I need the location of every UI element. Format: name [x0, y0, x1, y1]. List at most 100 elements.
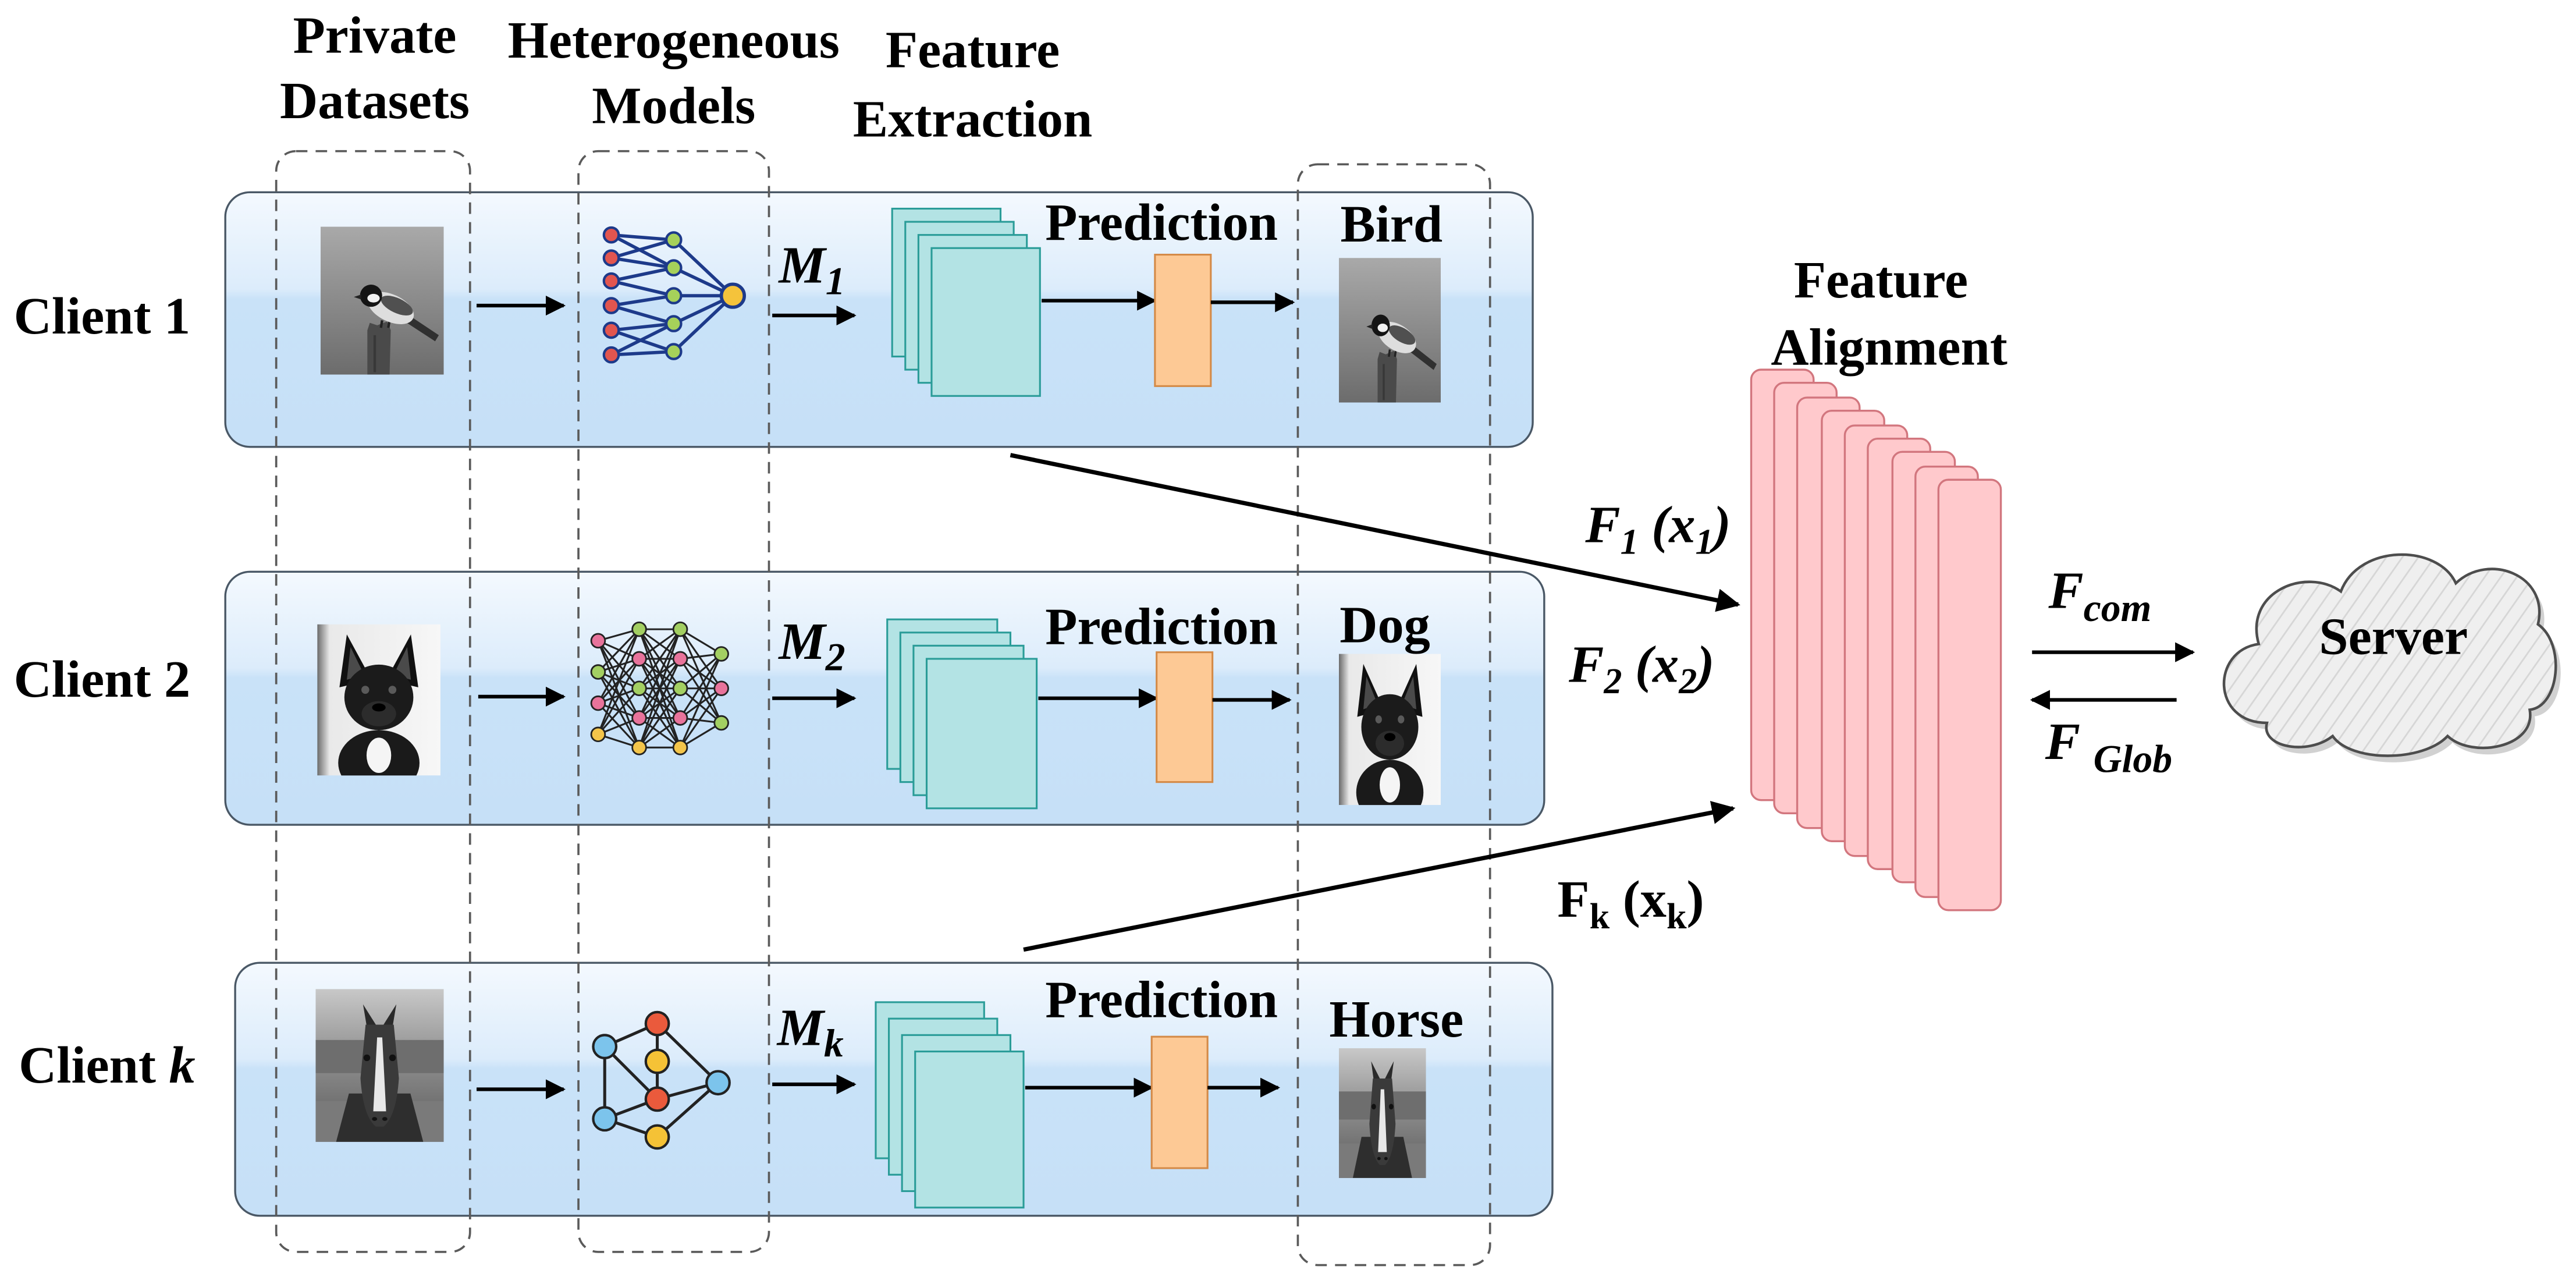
- dog-result-photo: [1339, 654, 1441, 806]
- network-node: [665, 259, 683, 276]
- network-edge: [679, 629, 722, 689]
- dog-result-label: Dog: [1339, 596, 1430, 654]
- feature-k-label: Fk (xk): [1557, 870, 1704, 936]
- model-symbol: M: [777, 236, 827, 295]
- network-edge: [610, 322, 675, 357]
- network-edge: [611, 322, 674, 332]
- network-edge: [656, 1081, 719, 1138]
- network-edge: [610, 238, 674, 260]
- network-node: [672, 651, 688, 667]
- model-2-label: M2: [777, 612, 845, 679]
- client-1-prediction-label: Prediction: [1045, 193, 1278, 251]
- network-edge: [597, 629, 640, 735]
- network-node: [665, 343, 683, 360]
- network-edge: [611, 256, 674, 269]
- network-node: [602, 272, 620, 290]
- client-2-classifier: [1156, 651, 1214, 783]
- horse-photo: [315, 989, 444, 1142]
- feature-map: [930, 247, 1041, 397]
- upload-feature-label: Fcom: [2048, 561, 2151, 630]
- network-node: [705, 1070, 731, 1096]
- network-node: [631, 740, 647, 755]
- model-k-label: Mk: [776, 998, 844, 1065]
- network-edge: [679, 653, 723, 748]
- client-k-label: Client k: [19, 1036, 196, 1094]
- feature-input: (x: [1651, 496, 1695, 554]
- network-node: [631, 651, 647, 667]
- network-node: [713, 715, 729, 731]
- heterogeneous-models-header-line1: Heterogeneous: [508, 11, 840, 69]
- network-edge: [610, 266, 674, 283]
- network-node: [719, 282, 746, 309]
- network-edge: [680, 628, 722, 655]
- feature-input-index: k: [1667, 897, 1687, 936]
- network-edge: [672, 239, 734, 297]
- network-edge: [638, 687, 681, 748]
- model-symbol: M: [776, 998, 826, 1056]
- network-node: [665, 287, 683, 304]
- client-k-prediction-label: Prediction: [1045, 970, 1278, 1028]
- network-edge: [638, 628, 681, 660]
- network-node: [713, 680, 729, 697]
- network-edge: [656, 1022, 719, 1084]
- network-node: [590, 664, 606, 680]
- server-label: Server: [2319, 607, 2468, 665]
- network-node: [665, 315, 683, 332]
- client-k-classifier: [1150, 1035, 1209, 1169]
- feature-close: ): [1687, 870, 1704, 928]
- network-node: [644, 1048, 670, 1074]
- network-edge: [638, 717, 681, 748]
- feature-extraction-header-line1: Feature: [886, 21, 1060, 79]
- feature-index: 1: [1621, 522, 1639, 562]
- network-edge: [638, 629, 681, 719]
- network-edge: [597, 629, 640, 704]
- feature-alignment-label-line1: Feature: [1794, 251, 1968, 309]
- model-1-label: M1: [777, 236, 845, 303]
- network-node: [672, 710, 688, 726]
- network-edge: [611, 294, 674, 307]
- client-k-feature-upload-arrow: [1023, 801, 1736, 952]
- upload-subscript: com: [2084, 586, 2152, 630]
- feature-index: 2: [1603, 662, 1622, 701]
- client-2-prediction-label: Prediction: [1045, 598, 1278, 656]
- network-edge: [680, 687, 722, 724]
- network-node: [713, 646, 729, 662]
- network-node: [631, 710, 647, 726]
- network-edge: [672, 295, 734, 353]
- network-edge: [611, 350, 674, 357]
- client-1-label: Client 1: [14, 287, 191, 345]
- download-symbol: F: [2045, 712, 2080, 771]
- feature-2-label: F2 (x2): [1568, 635, 1714, 701]
- network-node: [590, 633, 606, 649]
- horse-result-label: Horse: [1329, 990, 1463, 1048]
- cloud-shape: [2222, 553, 2557, 757]
- upload-symbol: F: [2048, 561, 2083, 619]
- network-edge: [597, 687, 640, 735]
- network-edge: [597, 658, 640, 735]
- feature-input-index: 2: [1678, 662, 1697, 701]
- network-node: [590, 695, 606, 711]
- heterogeneous-models-header-line2: Models: [592, 77, 755, 135]
- client-label-text: Client: [14, 287, 151, 345]
- model-index: 2: [825, 636, 845, 679]
- network-node: [631, 680, 647, 697]
- network-node: [672, 621, 688, 637]
- private-datasets-header-line1: Private: [293, 6, 457, 64]
- feature-close: ): [1693, 635, 1714, 693]
- network-edge: [610, 279, 674, 297]
- model-index: 1: [826, 259, 845, 303]
- network-edge: [638, 658, 681, 748]
- download-subscript: Glob: [2094, 737, 2172, 781]
- server-cloud-icon: [2222, 553, 2561, 762]
- bird-photo: [321, 227, 444, 375]
- network-edge: [680, 687, 722, 719]
- network-edge: [679, 653, 722, 719]
- download-feature-label: F Glob: [2045, 712, 2172, 781]
- horse-result-photo: [1339, 1048, 1426, 1178]
- client-2-label: Client 2: [14, 650, 191, 708]
- client-1-classifier: [1154, 253, 1212, 387]
- network-node: [592, 1034, 618, 1059]
- network-node: [602, 226, 620, 244]
- client-1-feature-maps: [891, 207, 1041, 397]
- network-edge: [680, 653, 722, 689]
